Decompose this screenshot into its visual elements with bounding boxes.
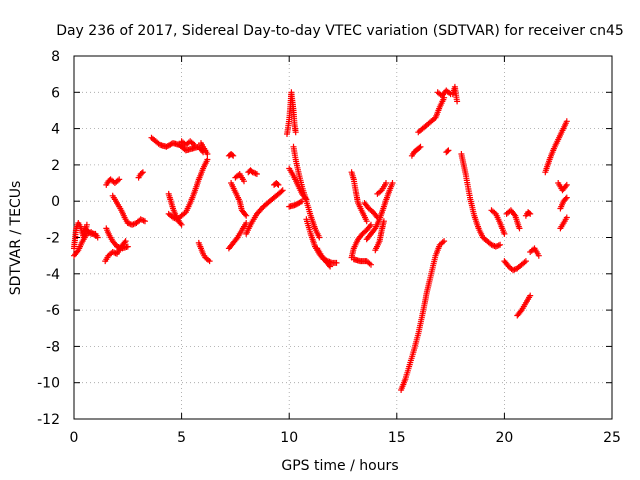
y-tick-label: -8 (46, 339, 60, 355)
data-point (83, 221, 90, 228)
data-point (383, 180, 389, 186)
data-point (142, 218, 148, 225)
data-point (563, 118, 570, 125)
data-point (243, 220, 250, 226)
data-point (527, 210, 534, 217)
x-tick-label: 20 (495, 430, 513, 446)
data-point (326, 262, 332, 269)
grid-lines (74, 56, 612, 419)
data-point (229, 151, 236, 158)
data-point (416, 144, 423, 151)
data-point (380, 218, 387, 225)
y-tick-label: 6 (51, 85, 60, 101)
data-point (511, 211, 518, 218)
data-point (454, 98, 461, 105)
data-point (563, 214, 570, 221)
x-tick-label: 0 (70, 430, 79, 446)
x-tick-label: 10 (280, 430, 298, 446)
data-point (278, 188, 285, 195)
data-point (297, 198, 304, 205)
data-point (191, 141, 198, 148)
data-point (230, 152, 237, 159)
data-point (242, 211, 249, 218)
data-point (204, 151, 211, 157)
data-point (116, 176, 123, 183)
y-tick-label: 8 (51, 49, 60, 65)
data-points (71, 83, 570, 393)
data-point (497, 241, 504, 248)
y-axis-label: SDTVAR / TECUs (8, 181, 24, 296)
y-tick-label: 2 (51, 158, 60, 174)
data-point (243, 212, 250, 219)
data-point (516, 225, 523, 232)
data-point (241, 178, 247, 185)
data-point (86, 229, 93, 236)
data-point (444, 148, 451, 155)
data-point (417, 143, 424, 150)
data-point (441, 238, 448, 245)
data-point (535, 252, 542, 259)
data-point (206, 258, 213, 265)
data-point (139, 169, 146, 176)
data-point (526, 210, 533, 216)
y-tick-label: 0 (51, 194, 60, 210)
y-tick-labels: -12 -10 -8 -6 -4 -2 0 2 4 6 8 (37, 49, 60, 428)
data-point (327, 263, 334, 270)
data-point (178, 221, 185, 228)
data-point (303, 196, 310, 203)
y-tick-label: -12 (37, 412, 60, 428)
data-point (445, 147, 452, 154)
data-point (363, 218, 370, 225)
data-point (562, 195, 569, 202)
data-point (114, 177, 121, 184)
data-point (368, 261, 374, 268)
data-point (563, 181, 570, 188)
data-point (527, 292, 534, 299)
data-point (124, 243, 131, 250)
data-point (501, 230, 508, 237)
data-point (316, 234, 323, 241)
y-tick-label: -10 (37, 376, 60, 392)
data-point (204, 156, 211, 163)
data-point (333, 259, 340, 266)
data-point (253, 171, 260, 177)
data-point (389, 180, 396, 186)
data-point (522, 258, 529, 265)
y-tick-label: 4 (51, 122, 60, 138)
data-point (274, 181, 281, 187)
x-tick-label: 15 (388, 430, 406, 446)
plot-frame (73, 55, 613, 420)
x-tick-labels: 0 5 10 15 20 25 (70, 430, 621, 446)
x-tick-label: 5 (177, 430, 186, 446)
y-tick-label: -4 (46, 267, 60, 283)
data-point (122, 238, 129, 245)
x-axis-label: GPS time / hours (281, 458, 398, 474)
data-point (138, 170, 145, 177)
x-tick-label: 25 (603, 430, 621, 446)
data-point (94, 234, 101, 241)
data-point (279, 187, 286, 194)
data-point (275, 181, 282, 188)
data-point (563, 194, 570, 201)
chart-title: Day 236 of 2017, Sidereal Day-to-day VTE… (56, 23, 624, 39)
data-point (299, 198, 306, 205)
data-point (368, 221, 374, 228)
data-point (292, 129, 299, 136)
data-point (562, 183, 569, 190)
y-tick-label: -6 (46, 303, 60, 319)
y-tick-label: -2 (46, 231, 60, 247)
